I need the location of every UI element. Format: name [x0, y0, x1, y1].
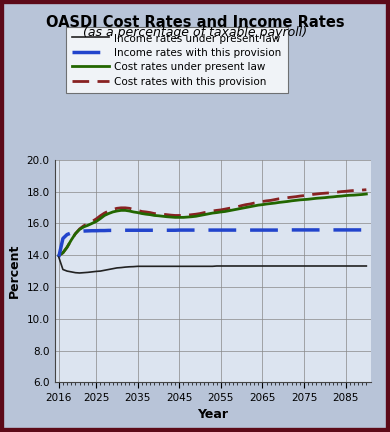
- Cost rates under present law: [301, 197, 306, 202]
- Income rates under present law: [85, 270, 90, 275]
- Cost rates with this provision: [364, 187, 369, 192]
- Text: (as a percentage of taxable payroll): (as a percentage of taxable payroll): [83, 26, 307, 39]
- Y-axis label: Percent: Percent: [8, 244, 21, 298]
- Income rates under present law: [301, 264, 306, 269]
- Income rates under present law: [314, 264, 319, 269]
- Line: Income rates with this provision: Income rates with this provision: [59, 230, 366, 257]
- Cost rates under present law: [298, 197, 302, 203]
- Text: OASDI Cost Rates and Income Rates: OASDI Cost Rates and Income Rates: [46, 15, 344, 30]
- Cost rates under present law: [289, 198, 294, 203]
- Cost rates with this provision: [57, 253, 61, 258]
- Cost rates under present law: [364, 191, 369, 197]
- Cost rates with this provision: [289, 194, 294, 200]
- Line: Income rates under present law: Income rates under present law: [59, 257, 366, 273]
- Income rates with this provision: [335, 227, 340, 232]
- Cost rates under present law: [82, 224, 86, 229]
- Income rates with this provision: [306, 227, 310, 232]
- Income rates with this provision: [314, 227, 319, 232]
- Income rates with this provision: [281, 227, 285, 232]
- X-axis label: Year: Year: [197, 408, 228, 421]
- Income rates under present law: [293, 264, 298, 269]
- Income rates under present law: [57, 254, 61, 260]
- Income rates under present law: [77, 270, 82, 276]
- Cost rates under present law: [57, 253, 61, 258]
- Income rates under present law: [364, 264, 369, 269]
- Income rates with this provision: [82, 229, 86, 234]
- Income rates with this provision: [57, 254, 61, 260]
- Legend: Income rates under present law, Income rates with this provision, Cost rates und: Income rates under present law, Income r…: [66, 27, 287, 93]
- Line: Cost rates under present law: Cost rates under present law: [59, 194, 366, 255]
- Cost rates with this provision: [310, 192, 315, 197]
- Cost rates under present law: [331, 194, 335, 200]
- Income rates with this provision: [293, 227, 298, 232]
- Cost rates under present law: [310, 196, 315, 201]
- Income rates with this provision: [364, 227, 369, 232]
- Income rates with this provision: [301, 227, 306, 232]
- Line: Cost rates with this provision: Cost rates with this provision: [59, 190, 366, 255]
- Income rates under present law: [306, 264, 310, 269]
- Income rates under present law: [335, 264, 340, 269]
- Cost rates with this provision: [82, 223, 86, 229]
- Cost rates with this provision: [298, 194, 302, 199]
- Cost rates with this provision: [301, 193, 306, 198]
- Cost rates with this provision: [331, 190, 335, 195]
